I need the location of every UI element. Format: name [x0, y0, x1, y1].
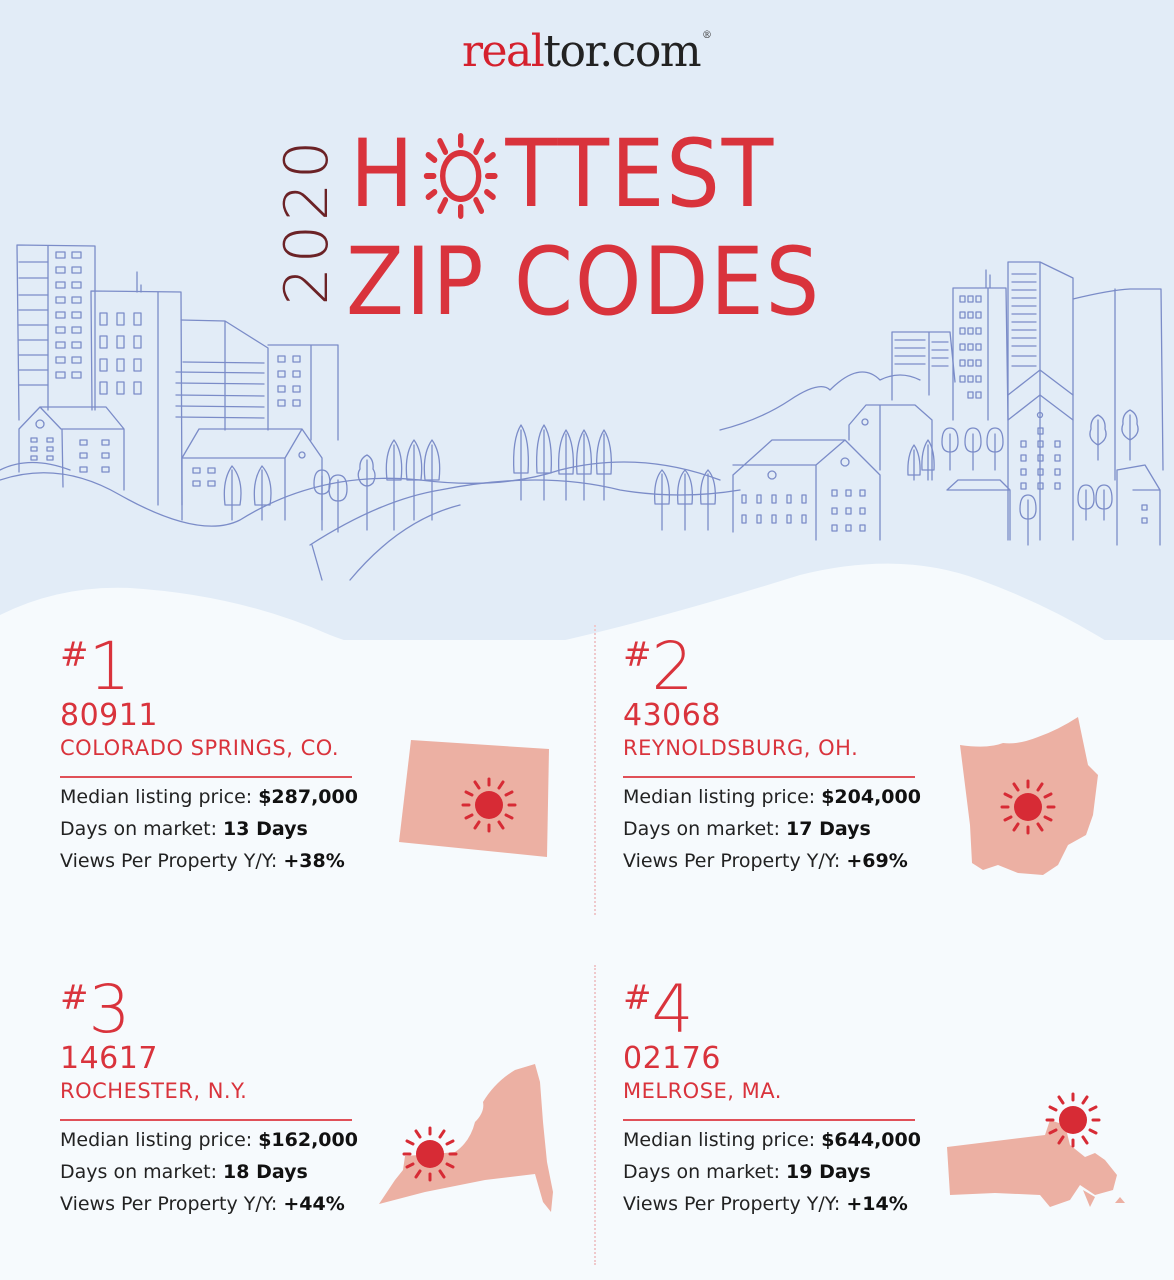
title-line-hottest: H TTEST [350, 128, 775, 222]
hero-wave-divider [0, 563, 1174, 640]
days-on-market: Days on market: 13 Days [60, 818, 308, 840]
city-name: ROCHESTER, N.Y. [60, 1079, 248, 1103]
sun-icon [415, 128, 505, 219]
massachusetts-map-icon [947, 1092, 1125, 1207]
title-letters-ttest: TTEST [505, 120, 776, 229]
views-yoy: Views Per Property Y/Y: +69% [623, 850, 908, 872]
title-line-zip-codes: ZIP CODES [346, 228, 821, 337]
city-name: COLORADO SPRINGS, CO. [60, 736, 340, 760]
title-year-block: 2020 [272, 131, 342, 311]
days-on-market: Days on market: 17 Days [623, 818, 871, 840]
median-price: Median listing price: $204,000 [623, 786, 921, 808]
card-rule [60, 776, 352, 778]
colorado-map-icon [399, 740, 549, 857]
zip-card-1: #1 80911 COLORADO SPRINGS, CO. Median li… [60, 634, 580, 914]
median-price: Median listing price: $162,000 [60, 1129, 358, 1151]
days-on-market: Days on market: 18 Days [60, 1161, 308, 1183]
city-name: REYNOLDSBURG, OH. [623, 736, 859, 760]
zip-code: 80911 [60, 698, 158, 733]
zip-code: 14617 [60, 1041, 158, 1076]
column-divider-bottom [594, 965, 596, 1265]
new-york-map-icon [379, 1064, 553, 1212]
median-price: Median listing price: $287,000 [60, 786, 358, 808]
views-yoy: Views Per Property Y/Y: +38% [60, 850, 345, 872]
days-on-market: Days on market: 19 Days [623, 1161, 871, 1183]
zip-card-3: #3 14617 ROCHESTER, N.Y. Median listing … [60, 977, 580, 1257]
rank: #4 [623, 971, 694, 1048]
city-name: MELROSE, MA. [623, 1079, 782, 1103]
card-rule [623, 776, 915, 778]
zip-card-2: #2 43068 REYNOLDSBURG, OH. Median listin… [623, 634, 1143, 914]
zip-code: 02176 [623, 1041, 721, 1076]
title-year: 2020 [272, 136, 342, 306]
column-divider-top [594, 625, 596, 915]
median-price: Median listing price: $644,000 [623, 1129, 921, 1151]
zip-card-4: #4 02176 MELROSE, MA. Median listing pri… [623, 977, 1143, 1257]
views-yoy: Views Per Property Y/Y: +14% [623, 1193, 908, 1215]
rank: #1 [60, 628, 131, 705]
title-letter-h: H [350, 120, 416, 229]
sun-marker-icon [461, 777, 517, 833]
trademark-symbol: ® [702, 30, 713, 41]
rank: #3 [60, 971, 131, 1048]
card-rule [60, 1119, 352, 1121]
views-yoy: Views Per Property Y/Y: +44% [60, 1193, 345, 1215]
logo-text-dark: tor.com [543, 26, 701, 77]
zip-code: 43068 [623, 698, 721, 733]
logo-text-red: real [461, 26, 545, 77]
cityscape-illustration [0, 244, 1164, 581]
hero-banner [0, 0, 1174, 640]
ohio-map-icon [960, 717, 1098, 875]
card-rule [623, 1119, 915, 1121]
rank: #2 [623, 628, 694, 705]
realtor-logo[interactable]: realtor.com ® [0, 30, 1174, 74]
